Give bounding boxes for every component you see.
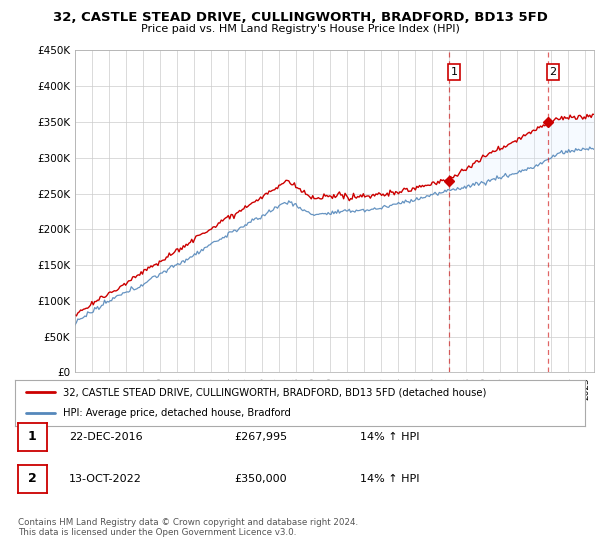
Text: 32, CASTLE STEAD DRIVE, CULLINGWORTH, BRADFORD, BD13 5FD: 32, CASTLE STEAD DRIVE, CULLINGWORTH, BR…	[53, 11, 547, 24]
Text: 2: 2	[28, 472, 37, 486]
Text: 32, CASTLE STEAD DRIVE, CULLINGWORTH, BRADFORD, BD13 5FD (detached house): 32, CASTLE STEAD DRIVE, CULLINGWORTH, BR…	[64, 387, 487, 397]
Text: Contains HM Land Registry data © Crown copyright and database right 2024.
This d: Contains HM Land Registry data © Crown c…	[18, 518, 358, 538]
Text: 22-DEC-2016: 22-DEC-2016	[69, 432, 143, 442]
Text: 1: 1	[451, 67, 457, 77]
Text: 2: 2	[550, 67, 557, 77]
Text: £267,995: £267,995	[234, 432, 287, 442]
Text: 13-OCT-2022: 13-OCT-2022	[69, 474, 142, 484]
Text: HPI: Average price, detached house, Bradford: HPI: Average price, detached house, Brad…	[64, 408, 292, 418]
Text: 14% ↑ HPI: 14% ↑ HPI	[360, 432, 419, 442]
Text: 1: 1	[28, 430, 37, 444]
Text: £350,000: £350,000	[234, 474, 287, 484]
Text: 14% ↑ HPI: 14% ↑ HPI	[360, 474, 419, 484]
Text: Price paid vs. HM Land Registry's House Price Index (HPI): Price paid vs. HM Land Registry's House …	[140, 24, 460, 34]
